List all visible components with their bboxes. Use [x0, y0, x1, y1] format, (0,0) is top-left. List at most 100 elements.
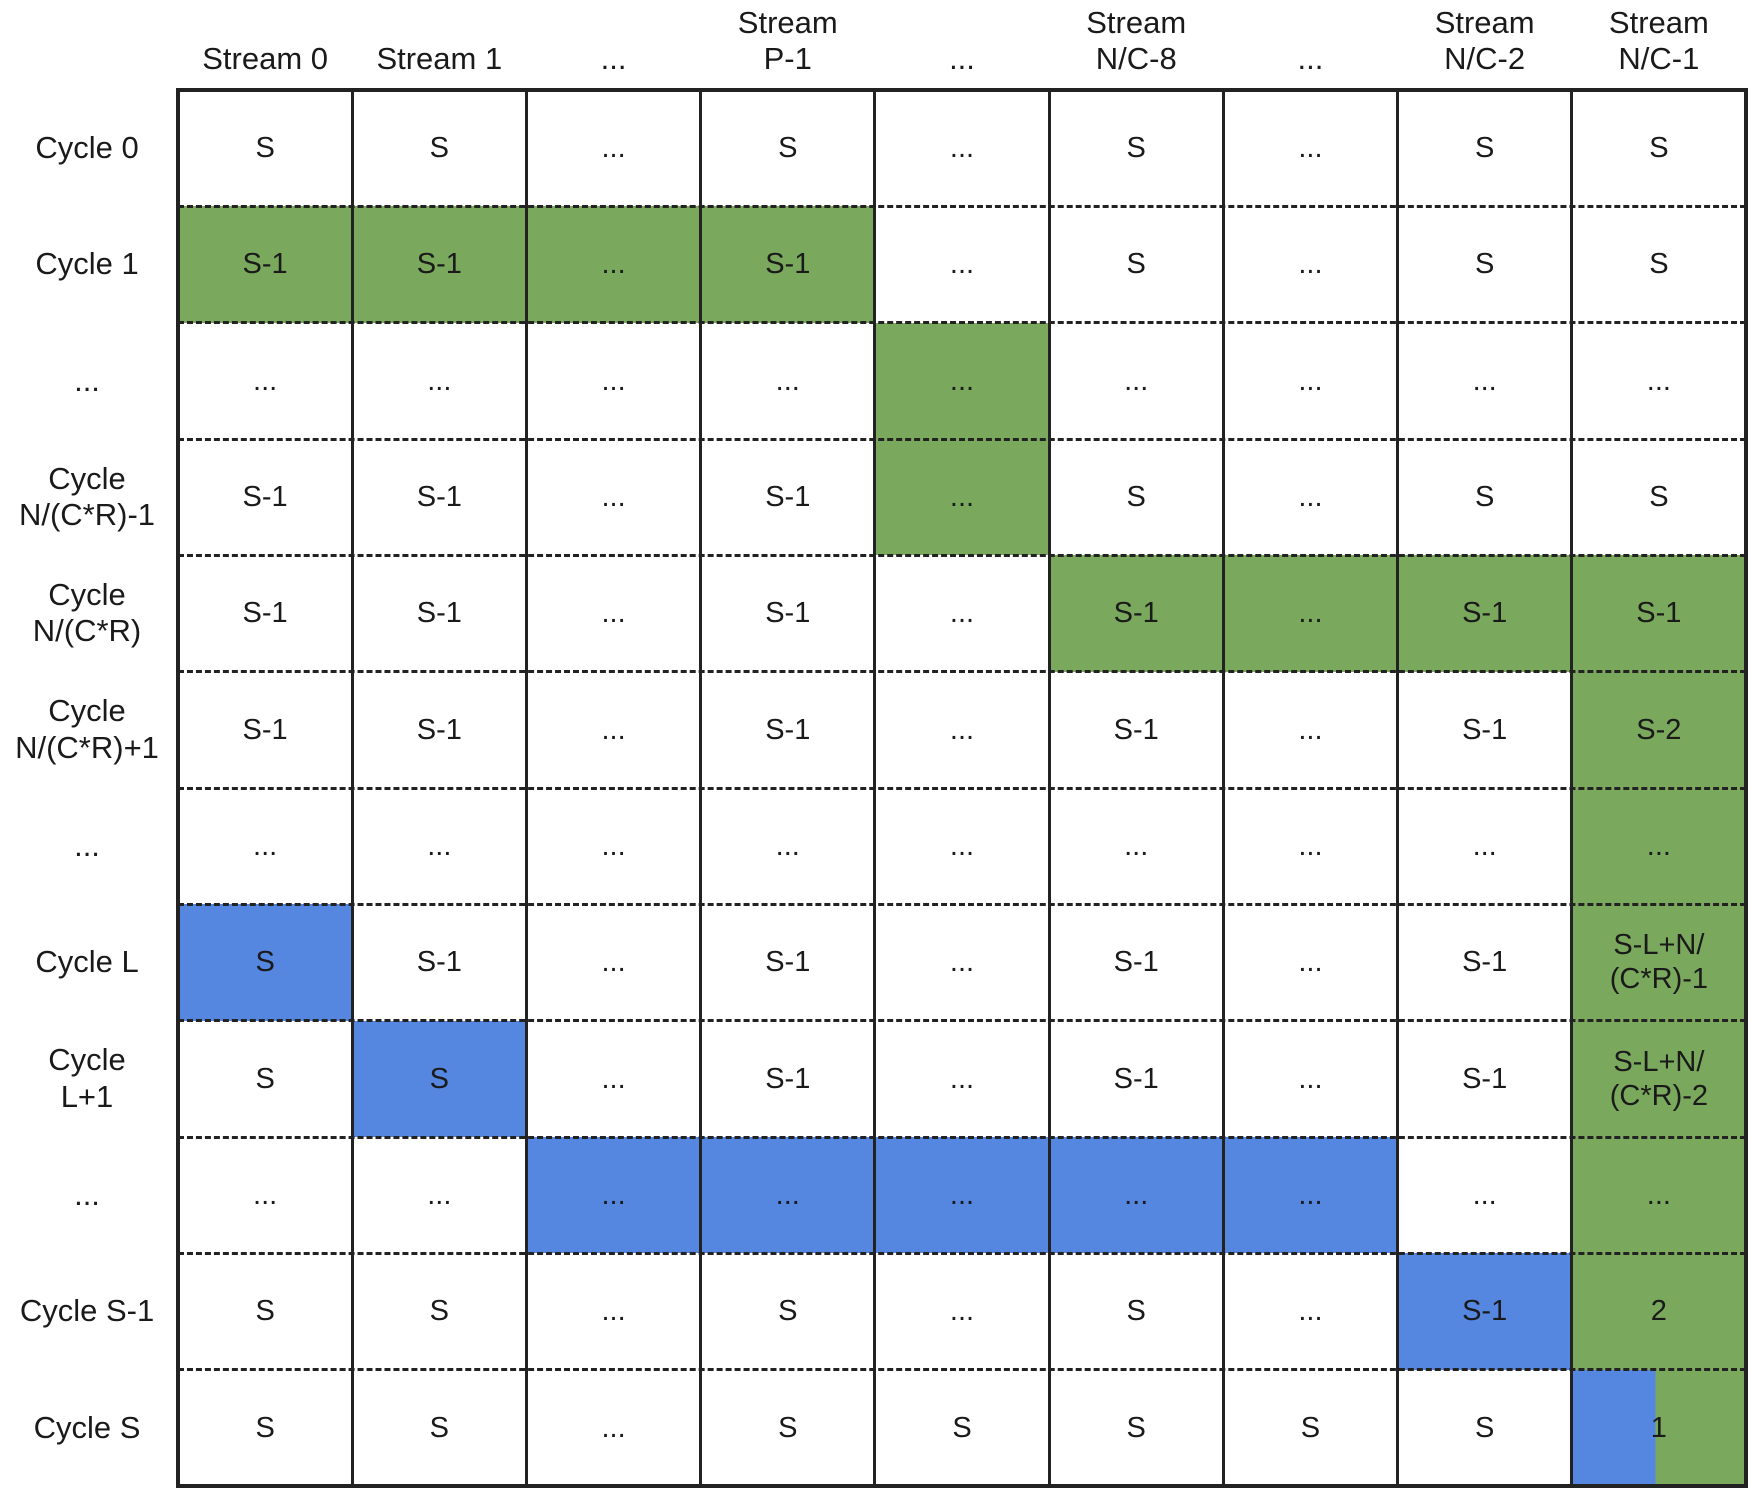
cell-value: ... — [601, 1411, 626, 1444]
cell-value: S — [1474, 1411, 1495, 1444]
cell-value: ... — [427, 1179, 452, 1212]
row-header: Cycle N/(C*R)-1 — [18, 460, 156, 533]
row-separator — [178, 321, 1746, 325]
table-cell: ... — [178, 322, 353, 439]
cell-value: ... — [601, 830, 626, 863]
cell-value: S-1 — [416, 248, 462, 281]
cell-value: ... — [1646, 830, 1671, 863]
table-cell: S-1 — [352, 439, 527, 556]
column-separator — [1047, 90, 1051, 1486]
cell-value: S — [255, 946, 275, 979]
table-cell: S — [874, 1369, 1050, 1486]
cell-value: 2 — [1650, 1295, 1667, 1328]
cell-value: ... — [601, 132, 626, 165]
table-cell: ... — [874, 904, 1050, 1021]
column-separator — [699, 90, 703, 1486]
row-header: Cycle S — [33, 1409, 141, 1445]
cell-value: ... — [1472, 830, 1497, 863]
table-cell: ... — [1223, 90, 1398, 207]
cell-value: ... — [1124, 1179, 1149, 1212]
table-border — [176, 88, 1748, 1488]
table-cell: ... — [1571, 322, 1746, 439]
cell-value: S-1 — [242, 713, 288, 746]
cell-value: ... — [949, 1295, 975, 1328]
cell-value: S-1 — [1636, 597, 1682, 630]
table-cell: ... — [1049, 788, 1224, 905]
table-cell: S — [1049, 90, 1224, 207]
cell-value: ... — [949, 481, 975, 514]
cell-value: ... — [1298, 248, 1323, 281]
table-cell: S — [700, 90, 875, 207]
cell-value: S — [429, 1295, 449, 1328]
cell-value: S-1 — [765, 248, 811, 281]
column-separator — [873, 90, 877, 1486]
table-cell: S-1 — [1397, 671, 1572, 788]
table-cell: ... — [1223, 904, 1398, 1021]
table-cell: S-1 — [178, 439, 353, 556]
cell-value: ... — [1472, 1179, 1497, 1212]
cell-value: S-1 — [1113, 713, 1159, 746]
cell-value: S-1 — [416, 946, 462, 979]
cell-value: ... — [601, 1179, 626, 1212]
cell-value: S — [1474, 481, 1495, 514]
table-cell: S — [700, 1369, 875, 1486]
cell-value: ... — [949, 946, 975, 979]
row-separator — [178, 437, 1746, 441]
table-cell: S-L+N/ (C*R)-1 — [1571, 904, 1746, 1021]
cell-value: ... — [949, 830, 975, 863]
cell-value: S — [1126, 248, 1146, 281]
table-cell: S-1 — [352, 206, 527, 323]
cell-value: S-1 — [1113, 597, 1159, 630]
table-cell: S-1 — [1049, 1020, 1224, 1137]
cell-value: S-1 — [1113, 1062, 1159, 1095]
table-cell: ... — [526, 1253, 701, 1370]
cell-value: S-1 — [1462, 713, 1508, 746]
cell-value: S — [1649, 481, 1669, 514]
table-cell: S-1 — [1571, 555, 1746, 672]
table-cell: ... — [526, 555, 701, 672]
table-cell: 1 — [1571, 1369, 1746, 1486]
cell-value: S — [255, 1411, 275, 1444]
table-cell: ... — [1223, 1253, 1398, 1370]
cell-value: S — [1474, 132, 1495, 165]
table-cell: ... — [352, 322, 527, 439]
table-cell: ... — [526, 439, 701, 556]
cell-value: ... — [949, 364, 975, 397]
table-cell: S — [178, 1020, 353, 1137]
cell-value: S — [429, 132, 449, 165]
table-cell: ... — [874, 206, 1050, 323]
cell-value: S — [255, 132, 275, 165]
table-cell: S — [178, 1369, 353, 1486]
table-cell: S-1 — [1397, 904, 1572, 1021]
table-cell: ... — [526, 90, 701, 207]
table-cell: ... — [1397, 322, 1572, 439]
table-cell: S — [1571, 206, 1746, 323]
table-cell: ... — [1223, 439, 1398, 556]
table-cell: S — [352, 1253, 527, 1370]
table-cell: ... — [874, 90, 1050, 207]
cell-value: ... — [601, 481, 626, 514]
column-header: Stream P-1 — [737, 4, 838, 77]
table-cell: ... — [178, 1137, 353, 1254]
cell-value: S — [255, 1295, 275, 1328]
cell-value: S — [1126, 1295, 1146, 1328]
row-header: Cycle N/(C*R) — [32, 576, 142, 649]
table-cell: ... — [526, 206, 701, 323]
cell-value: ... — [427, 364, 452, 397]
table-cell: ... — [1571, 788, 1746, 905]
cell-value: S-L+N/ (C*R)-2 — [1609, 1045, 1709, 1112]
table-cell: ... — [874, 1020, 1050, 1137]
cell-value: S-1 — [416, 713, 462, 746]
table-cell: ... — [1049, 1137, 1224, 1254]
column-header: ... — [1297, 41, 1324, 77]
table-cell: ... — [526, 788, 701, 905]
table-cell: S — [178, 904, 353, 1021]
table-cell: S-1 — [1397, 1253, 1572, 1370]
table-cell: ... — [1397, 1137, 1572, 1254]
table-cell: ... — [1223, 555, 1398, 672]
table-cell: S — [1223, 1369, 1398, 1486]
cell-value: S-1 — [1462, 1295, 1508, 1328]
table-cell: S-2 — [1571, 671, 1746, 788]
cell-value: ... — [1472, 364, 1497, 397]
cell-value: ... — [1298, 597, 1323, 630]
